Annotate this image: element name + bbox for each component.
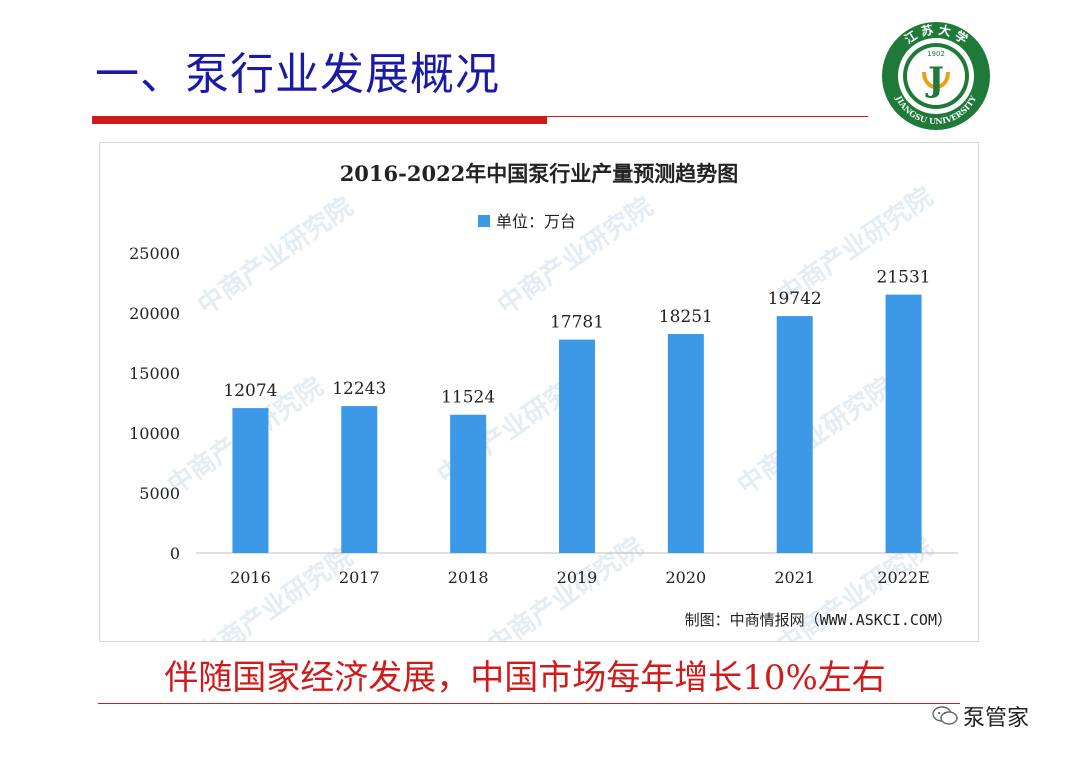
bar-value-label: 19742 xyxy=(768,289,822,309)
chart-frame: 中商产业研究院 中商产业研究院 中商产业研究院 中商产业研究院 中商产业研究院 中商产业研… xyxy=(99,142,979,642)
y-tick-label: 15000 xyxy=(129,364,180,383)
bar-value-label: 21531 xyxy=(877,268,931,288)
legend-label: 单位：万台 xyxy=(496,212,576,231)
bar-value-label: 17781 xyxy=(550,313,604,333)
x-tick-label: 2016 xyxy=(230,568,271,587)
chart-title: 2016-2022年中国泵行业产量预测趋势图 xyxy=(340,161,739,186)
chart-source: 制图：中商情报网（WWW.ASKCI.COM） xyxy=(685,611,952,629)
slide-title: 一、泵行业发展概况 xyxy=(95,49,500,100)
brand-name: 泵管家 xyxy=(963,706,1030,731)
x-tick-label: 2021 xyxy=(774,568,815,587)
bar-value-label: 12243 xyxy=(332,379,386,399)
bar-value-label: 18251 xyxy=(659,307,713,327)
bar xyxy=(667,333,704,553)
watermark-text: 中商产业研究院 xyxy=(492,191,659,321)
watermark-text: 中商产业研究院 xyxy=(192,541,359,641)
x-tick-label: 2019 xyxy=(557,568,598,587)
y-tick-label: 25000 xyxy=(129,244,180,263)
bar xyxy=(341,406,378,553)
y-tick-label: 10000 xyxy=(129,424,180,443)
slide-caption: 伴随国家经济发展，中国市场每年增长10%左右 xyxy=(164,658,886,698)
title-divider xyxy=(92,116,868,117)
y-tick-label: 5000 xyxy=(139,484,180,503)
y-tick-label: 0 xyxy=(170,544,180,563)
watermark-text: 中商产业研究院 xyxy=(732,371,899,501)
logo-year: 1902 xyxy=(927,50,945,58)
bar xyxy=(232,408,269,553)
logo-letter: J xyxy=(925,60,944,100)
x-tick-label: 2020 xyxy=(665,568,706,587)
x-tick-label: 2017 xyxy=(339,568,380,587)
y-axis: 0 5000 10000 15000 20000 25000 xyxy=(129,244,180,563)
title-divider-accent xyxy=(92,117,547,124)
watermark-text: 中商产业研究院 xyxy=(192,191,359,321)
bar xyxy=(450,414,487,553)
caption-divider xyxy=(98,703,960,704)
bar xyxy=(885,294,922,553)
x-tick-label: 2018 xyxy=(448,568,489,587)
brand-badge: 泵管家 xyxy=(932,700,1029,732)
bar-value-label: 12074 xyxy=(223,381,277,401)
bar-value-label: 11524 xyxy=(441,388,495,408)
x-tick-label: 2022E xyxy=(877,568,929,587)
y-tick-label: 20000 xyxy=(129,304,180,323)
bar xyxy=(776,316,813,553)
university-logo: J 1902 江 苏 大 学 JIANGSU UNIVERSITY xyxy=(882,22,990,130)
legend-swatch xyxy=(478,215,490,227)
bar xyxy=(559,339,595,553)
wechat-icon xyxy=(932,706,958,725)
bars-layer: 12074 2016 12243 2017 11524 2018 17781 2019 1825… xyxy=(223,268,930,587)
